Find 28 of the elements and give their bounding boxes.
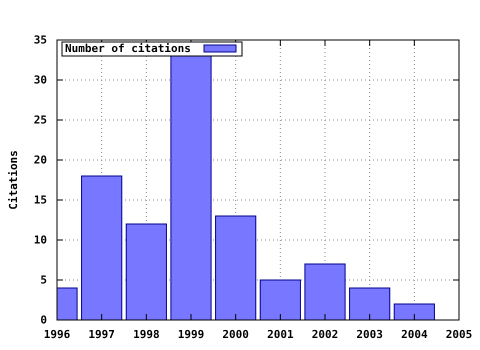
x-tick-label: 1998 [133,328,160,341]
x-tick-label: 2001 [267,328,294,341]
x-tick-label: 2002 [312,328,338,341]
bar [349,288,390,320]
y-tick-label: 20 [34,154,47,167]
x-tick-label: 2005 [446,328,472,341]
y-tick-label: 10 [34,234,47,247]
y-tick-label: 30 [34,74,47,87]
x-tick-label: 1999 [178,328,204,341]
x-tick-label: 2003 [356,328,383,341]
bar [170,56,212,320]
y-tick-label: 5 [40,274,47,287]
bar [260,280,301,320]
bar [126,224,167,320]
y-tick-label: 15 [34,194,47,207]
y-tick-label: 0 [40,314,47,327]
x-tick-label: 2000 [222,328,249,341]
y-axis-title: Citations [7,150,20,210]
bar [394,304,435,320]
bar [215,216,256,320]
series-label: Number of citations [65,42,191,55]
y-tick-label: 35 [34,34,47,47]
bar [81,176,122,320]
x-tick-label: 2004 [401,328,428,341]
y-tick-label: 25 [34,114,47,127]
bar [304,264,346,320]
x-tick-label: 1996 [44,328,71,341]
x-tick-label: 1997 [88,328,115,341]
